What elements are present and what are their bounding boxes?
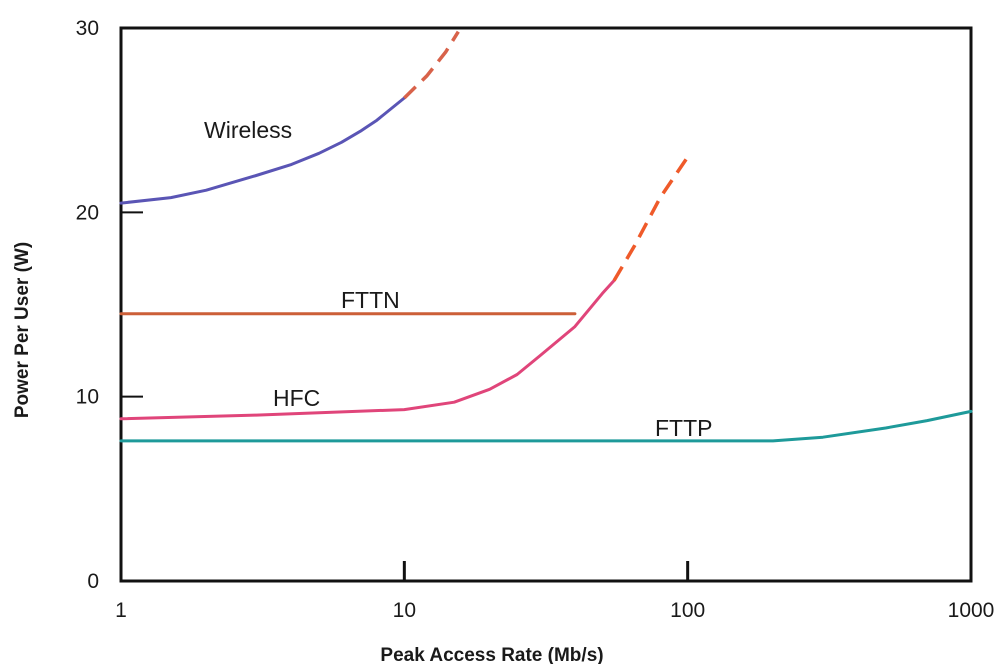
x-tick-label: 100 (670, 599, 705, 622)
axis-tick-labels: 1 10 100 1000 0 10 20 30 (76, 17, 995, 622)
series-label-fttp: FTTP (655, 415, 713, 441)
y-axis-title: Power Per User (W) (12, 242, 33, 418)
x-tick-label: 1000 (948, 599, 995, 622)
plot-frame (119, 26, 973, 583)
series-line-wireless (119, 96, 406, 205)
axis-ticks (121, 211, 690, 581)
x-axis-title: Peak Access Rate (Mb/s) (380, 645, 603, 664)
series-line-hfc-extrapolated (612, 156, 690, 282)
y-tick-label: 20 (76, 201, 99, 224)
series-line-wireless-extrapolated (403, 30, 460, 100)
series-label-fttn: FTTN (341, 287, 400, 313)
series-lines (119, 30, 973, 443)
series-line-fttp (119, 409, 973, 443)
y-tick-label: 10 (76, 386, 99, 409)
y-tick-label: 30 (76, 17, 99, 40)
series-line-hfc (119, 279, 616, 421)
y-tick-label: 0 (87, 570, 99, 593)
series-labels: Wireless FTTN HFC FTTP (204, 117, 713, 441)
series-label-wireless: Wireless (204, 117, 292, 143)
series-label-hfc: HFC (273, 385, 320, 411)
x-tick-label: 1 (115, 599, 127, 622)
x-tick-label: 10 (393, 599, 416, 622)
